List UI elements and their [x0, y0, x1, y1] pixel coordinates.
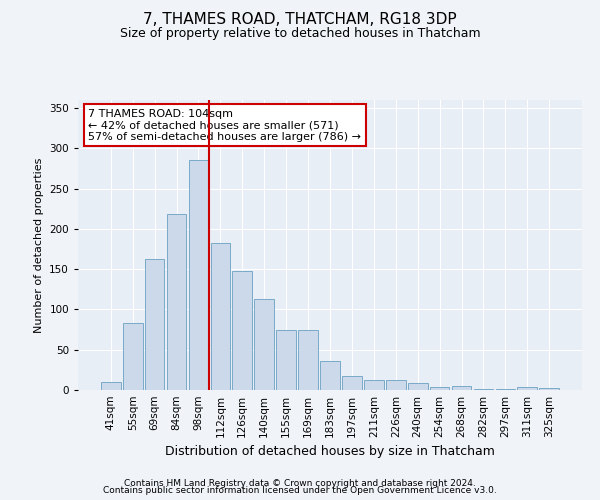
- Bar: [496, 389, 515, 390]
- Bar: [364, 380, 384, 390]
- Bar: [342, 376, 362, 390]
- Bar: [211, 242, 230, 390]
- Text: Contains public sector information licensed under the Open Government Licence v3: Contains public sector information licen…: [103, 486, 497, 495]
- Text: Contains HM Land Registry data © Crown copyright and database right 2024.: Contains HM Land Registry data © Crown c…: [124, 478, 476, 488]
- X-axis label: Distribution of detached houses by size in Thatcham: Distribution of detached houses by size …: [165, 446, 495, 458]
- Bar: [320, 361, 340, 390]
- Y-axis label: Number of detached properties: Number of detached properties: [34, 158, 44, 332]
- Bar: [232, 271, 252, 390]
- Bar: [298, 330, 318, 390]
- Bar: [123, 323, 143, 390]
- Bar: [386, 380, 406, 390]
- Bar: [254, 299, 274, 390]
- Bar: [167, 214, 187, 390]
- Bar: [276, 330, 296, 390]
- Bar: [473, 389, 493, 390]
- Bar: [517, 387, 537, 390]
- Bar: [145, 258, 164, 390]
- Text: 7 THAMES ROAD: 104sqm
← 42% of detached houses are smaller (571)
57% of semi-det: 7 THAMES ROAD: 104sqm ← 42% of detached …: [88, 108, 361, 142]
- Text: 7, THAMES ROAD, THATCHAM, RG18 3DP: 7, THAMES ROAD, THATCHAM, RG18 3DP: [143, 12, 457, 28]
- Bar: [430, 387, 449, 390]
- Bar: [101, 382, 121, 390]
- Bar: [188, 160, 208, 390]
- Bar: [452, 386, 472, 390]
- Bar: [408, 383, 428, 390]
- Bar: [539, 388, 559, 390]
- Text: Size of property relative to detached houses in Thatcham: Size of property relative to detached ho…: [119, 28, 481, 40]
